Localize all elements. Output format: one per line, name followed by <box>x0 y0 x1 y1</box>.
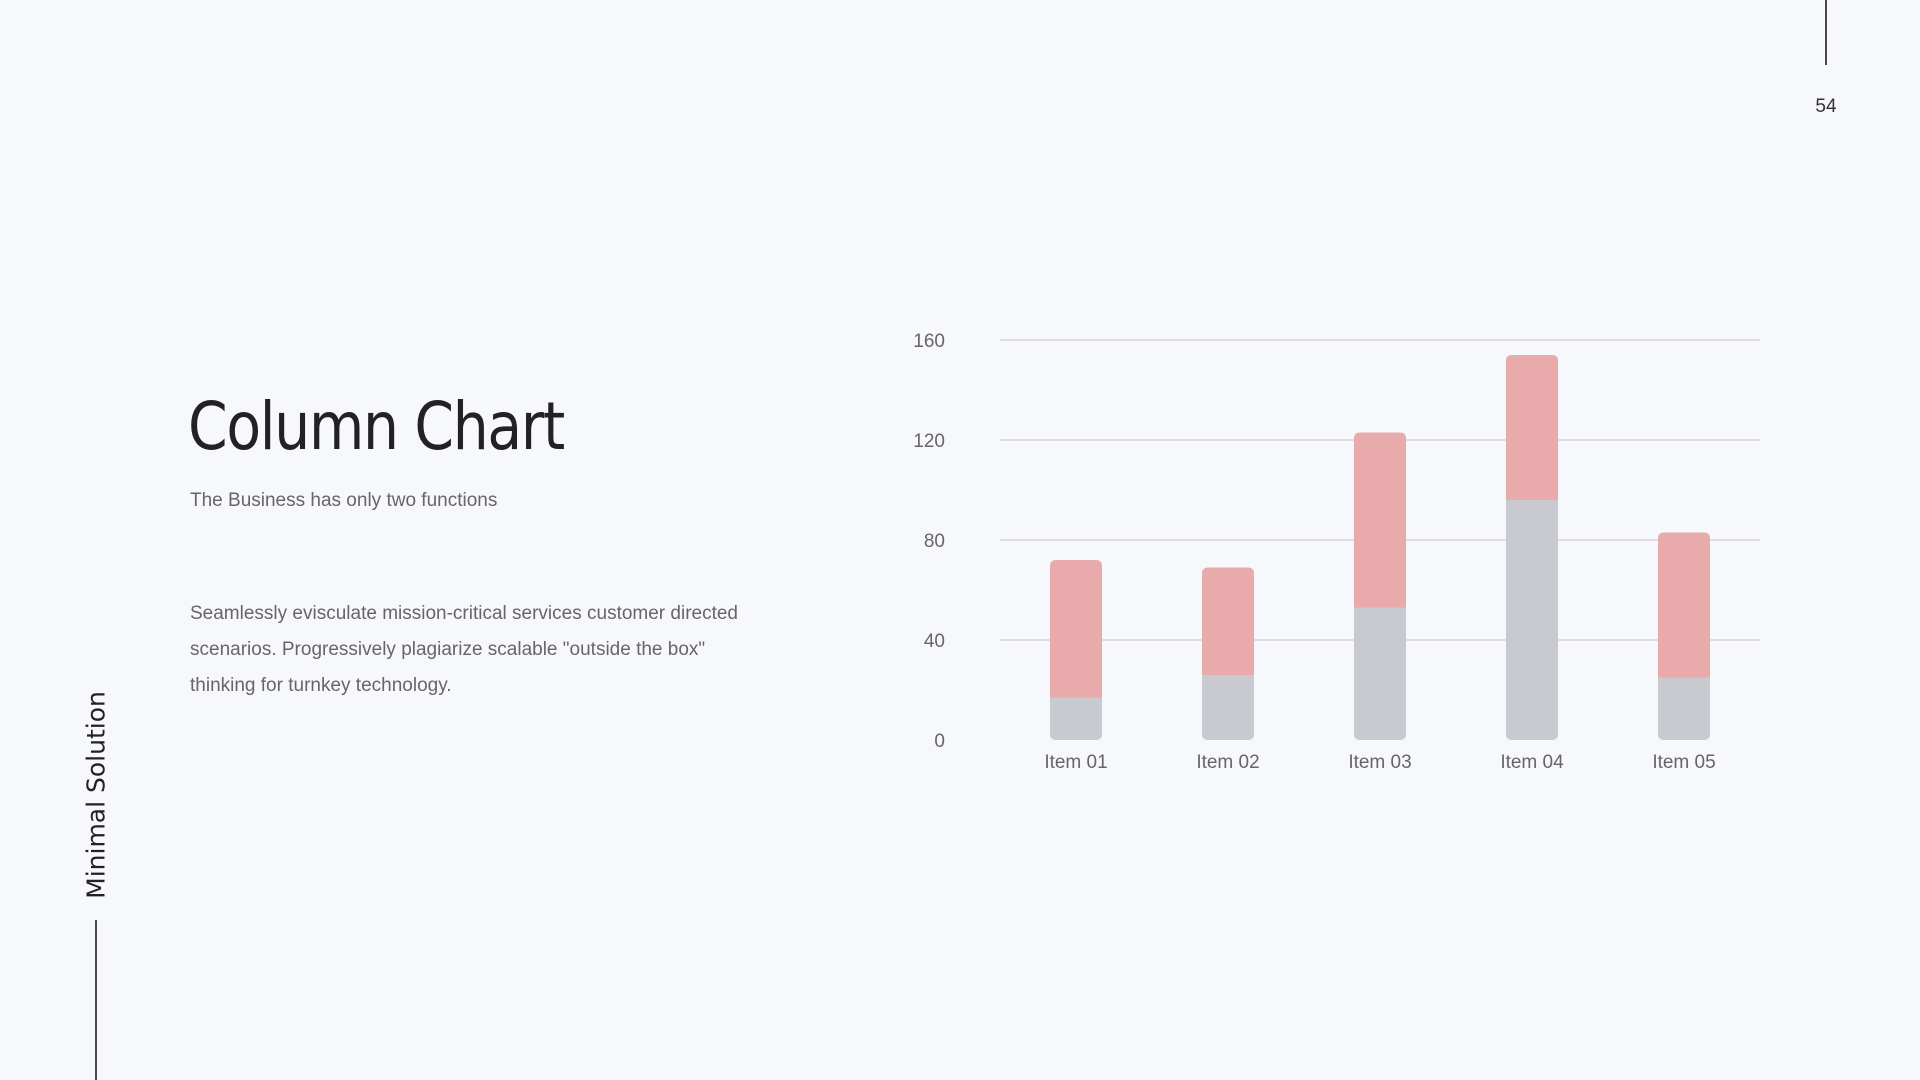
top-divider-line <box>1825 0 1827 65</box>
bar-segment-bottom <box>1354 607 1406 740</box>
x-tick-label: Item 01 <box>1044 752 1107 773</box>
y-tick-label: 120 <box>913 431 945 452</box>
column-chart: 0 40 80 120 160 Item 01 Item 02 Item 03 Item 04 I… <box>913 331 1760 773</box>
x-tick-label: Item 02 <box>1196 752 1259 773</box>
y-tick-label: 160 <box>913 331 945 352</box>
y-tick-label: 40 <box>924 631 945 652</box>
bar-segment-top <box>1506 355 1558 500</box>
side-label: Minimal Solution <box>81 691 111 899</box>
bar-segment-top <box>1050 560 1102 698</box>
bar-segment-bottom <box>1202 675 1254 740</box>
body-paragraph: Seamlessly evisculate mission-critical s… <box>190 603 739 696</box>
bar-segment-top <box>1202 567 1254 675</box>
side-divider-line <box>95 920 97 1080</box>
bar-segment-bottom <box>1658 677 1710 740</box>
x-tick-label: Item 05 <box>1652 752 1715 773</box>
x-tick-label: Item 04 <box>1500 752 1564 773</box>
bar-segment-bottom <box>1506 500 1558 740</box>
y-tick-label: 0 <box>934 731 945 752</box>
y-tick-label: 80 <box>924 531 945 552</box>
bar-segment-top <box>1354 432 1406 608</box>
x-tick-label: Item 03 <box>1348 752 1411 773</box>
page-title: Column Chart <box>188 388 565 465</box>
page-number: 54 <box>1815 96 1837 117</box>
bar-segment-bottom <box>1050 697 1102 740</box>
bar-segment-top <box>1658 532 1710 678</box>
page-subtitle: The Business has only two functions <box>190 490 498 511</box>
